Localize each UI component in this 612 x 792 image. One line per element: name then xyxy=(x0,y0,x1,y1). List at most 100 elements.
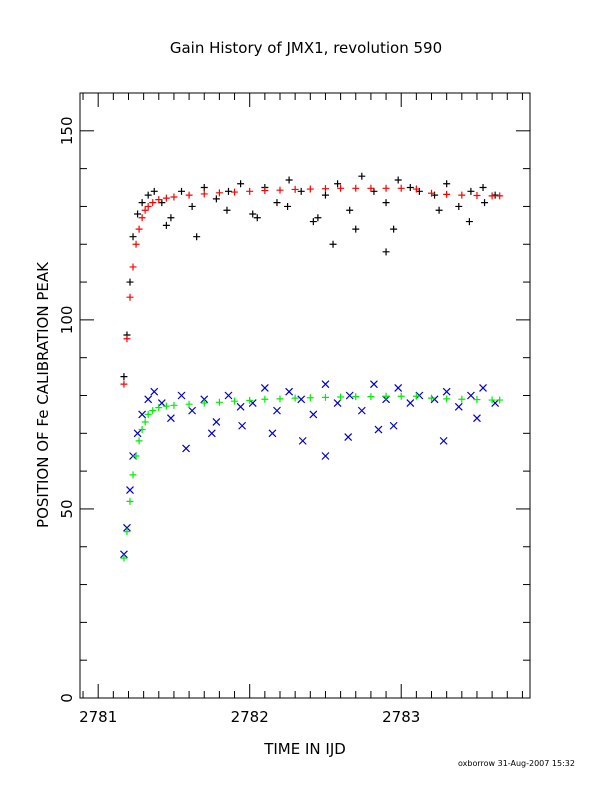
data-point xyxy=(329,240,337,248)
data-point xyxy=(126,497,134,505)
data-point xyxy=(465,218,473,226)
data-point xyxy=(357,406,366,415)
data-point xyxy=(479,384,487,392)
data-point xyxy=(188,406,197,415)
data-point xyxy=(488,192,496,200)
y-tick-label: 50 xyxy=(58,499,76,518)
data-point xyxy=(454,402,463,411)
plot-frame xyxy=(79,92,531,699)
data-point xyxy=(430,395,439,404)
data-point xyxy=(334,180,342,188)
data-point xyxy=(443,395,451,403)
y-axis-label: POSITION OF Fe CALIBRATION PEAK xyxy=(34,261,52,528)
data-point xyxy=(200,395,209,404)
data-point xyxy=(185,400,193,408)
data-point xyxy=(120,380,128,388)
data-point xyxy=(123,528,131,536)
data-point xyxy=(337,184,345,192)
data-point xyxy=(374,425,383,434)
data-point xyxy=(370,380,378,389)
data-point xyxy=(261,187,269,195)
data-point xyxy=(415,391,424,400)
data-point xyxy=(138,426,146,434)
data-point xyxy=(212,418,221,426)
data-point xyxy=(273,406,281,415)
data-point xyxy=(123,335,131,343)
data-point xyxy=(473,414,481,423)
data-point xyxy=(306,185,314,193)
data-point xyxy=(389,421,398,430)
data-point xyxy=(412,392,420,400)
data-point xyxy=(321,393,329,401)
data-point xyxy=(455,202,463,210)
data-point xyxy=(291,394,299,402)
data-point xyxy=(333,399,342,407)
data-point xyxy=(237,180,245,188)
data-point xyxy=(479,184,487,192)
data-point xyxy=(120,550,128,559)
data-point xyxy=(458,191,466,199)
data-point xyxy=(129,471,137,479)
data-point xyxy=(443,180,451,188)
data-point xyxy=(261,395,269,403)
data-point xyxy=(185,191,193,199)
data-point xyxy=(223,206,231,214)
data-point xyxy=(120,554,128,562)
data-point xyxy=(285,176,293,184)
data-point xyxy=(236,402,245,411)
data-point xyxy=(442,387,451,396)
data-point xyxy=(367,184,375,192)
series-2 xyxy=(120,184,504,388)
data-point xyxy=(297,395,306,404)
data-point xyxy=(182,444,190,453)
data-point xyxy=(155,196,163,204)
data-point xyxy=(135,437,143,445)
data-point xyxy=(123,523,131,532)
data-point xyxy=(352,225,360,233)
series-0 xyxy=(120,172,499,381)
data-point xyxy=(491,399,500,407)
data-point xyxy=(133,429,142,438)
data-point xyxy=(162,221,170,229)
data-point xyxy=(496,192,504,200)
data-point xyxy=(231,397,239,405)
data-point xyxy=(309,410,318,419)
data-point xyxy=(177,391,186,400)
y-tick-label: 100 xyxy=(58,306,76,335)
data-point xyxy=(306,394,314,402)
data-point xyxy=(321,191,329,199)
data-point xyxy=(170,401,178,409)
data-point xyxy=(200,399,208,407)
data-point xyxy=(321,452,330,460)
series-3 xyxy=(120,392,504,562)
data-point xyxy=(150,387,159,396)
data-point xyxy=(394,384,403,392)
data-point xyxy=(253,214,261,222)
data-point xyxy=(144,191,152,199)
data-point xyxy=(126,278,134,286)
data-point xyxy=(162,194,170,202)
data-point xyxy=(273,199,281,207)
x-tick-label: 2781 xyxy=(79,708,117,726)
data-point xyxy=(346,206,354,214)
data-point xyxy=(309,218,317,226)
data-point xyxy=(394,176,402,184)
data-point xyxy=(382,184,390,192)
data-point xyxy=(132,240,140,248)
data-point xyxy=(212,195,220,203)
data-point xyxy=(249,210,257,218)
data-point xyxy=(138,410,147,419)
data-point xyxy=(200,190,208,198)
data-point xyxy=(246,396,254,404)
data-point xyxy=(224,187,232,195)
data-point xyxy=(126,486,134,494)
y-axis-ticks: 0 50 100 150 xyxy=(58,92,530,703)
data-point xyxy=(167,214,175,222)
data-point xyxy=(337,393,345,401)
data-point xyxy=(297,187,305,195)
data-point xyxy=(344,433,353,442)
data-point xyxy=(367,393,375,401)
data-point xyxy=(162,402,170,410)
data-point xyxy=(238,421,247,430)
